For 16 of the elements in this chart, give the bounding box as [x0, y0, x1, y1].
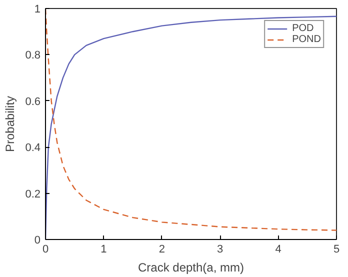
- legend-label: POND: [292, 34, 321, 45]
- y-tick-label: 1: [34, 4, 41, 16]
- y-tick-label: 0.6: [25, 96, 41, 108]
- x-tick-label: 0: [42, 244, 49, 256]
- y-tick-label: 0.8: [25, 50, 41, 62]
- y-tick-label: 0: [34, 234, 41, 246]
- x-tick-label: 1: [100, 244, 107, 256]
- legend-label: POD: [292, 23, 314, 34]
- y-axis-title: Probability: [3, 96, 18, 152]
- x-tick-label: 3: [217, 244, 224, 256]
- y-tick-label: 0.2: [25, 188, 41, 200]
- x-tick-label: 2: [158, 244, 165, 256]
- x-tick-label: 4: [275, 244, 282, 256]
- y-tick-label: 0.4: [25, 142, 41, 154]
- x-tick-label: 5: [333, 244, 340, 256]
- x-axis-title: Crack depth(a, mm): [138, 260, 244, 274]
